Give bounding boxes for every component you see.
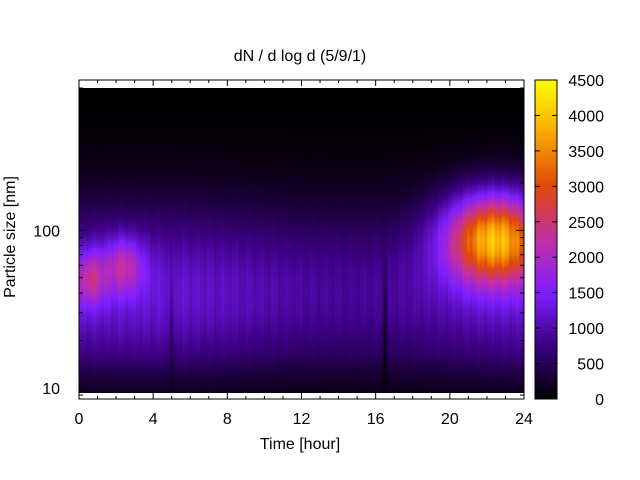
colorbar — [535, 80, 557, 399]
chart-title: dN / d log d (5/9/1) — [234, 48, 367, 65]
axes: 0 4 8 12 16 20 2410100050010001500200025003000… — [33, 73, 604, 428]
x-tick-label: 0 — [75, 411, 84, 428]
colorbar-tick-label: 3000 — [568, 179, 604, 196]
x-tick-label: 16 — [367, 411, 385, 428]
colorbar-tick-label: 3500 — [568, 144, 604, 161]
y-tick-label: 10 — [42, 381, 60, 398]
colorbar-gradient — [535, 80, 557, 399]
heatmap-image — [79, 88, 524, 393]
colorbar-tick-label: 4500 — [568, 73, 604, 90]
colorbar-tick-label: 4000 — [568, 108, 604, 125]
colorbar-tick-label: 500 — [577, 357, 604, 374]
heatmap-plot-area — [79, 88, 524, 393]
colorbar-tick-label: 0 — [595, 392, 604, 409]
colorbar-tick-label: 1000 — [568, 321, 604, 338]
x-axis-label: Time [hour] — [260, 436, 340, 453]
x-tick-label: 20 — [441, 411, 459, 428]
x-tick-label: 4 — [149, 411, 158, 428]
colorbar-frame — [534, 79, 558, 400]
x-tick-label: 24 — [515, 411, 533, 428]
x-tick-label: 8 — [223, 411, 232, 428]
colorbar-tick-label: 1500 — [568, 286, 604, 303]
colorbar-tick-label: 2000 — [568, 250, 604, 267]
colorbar-tick-label: 2500 — [568, 215, 604, 232]
y-axis-label: Particle size [nm] — [2, 176, 19, 298]
y-tick-label: 100 — [33, 223, 60, 240]
x-tick-label: 12 — [293, 411, 311, 428]
